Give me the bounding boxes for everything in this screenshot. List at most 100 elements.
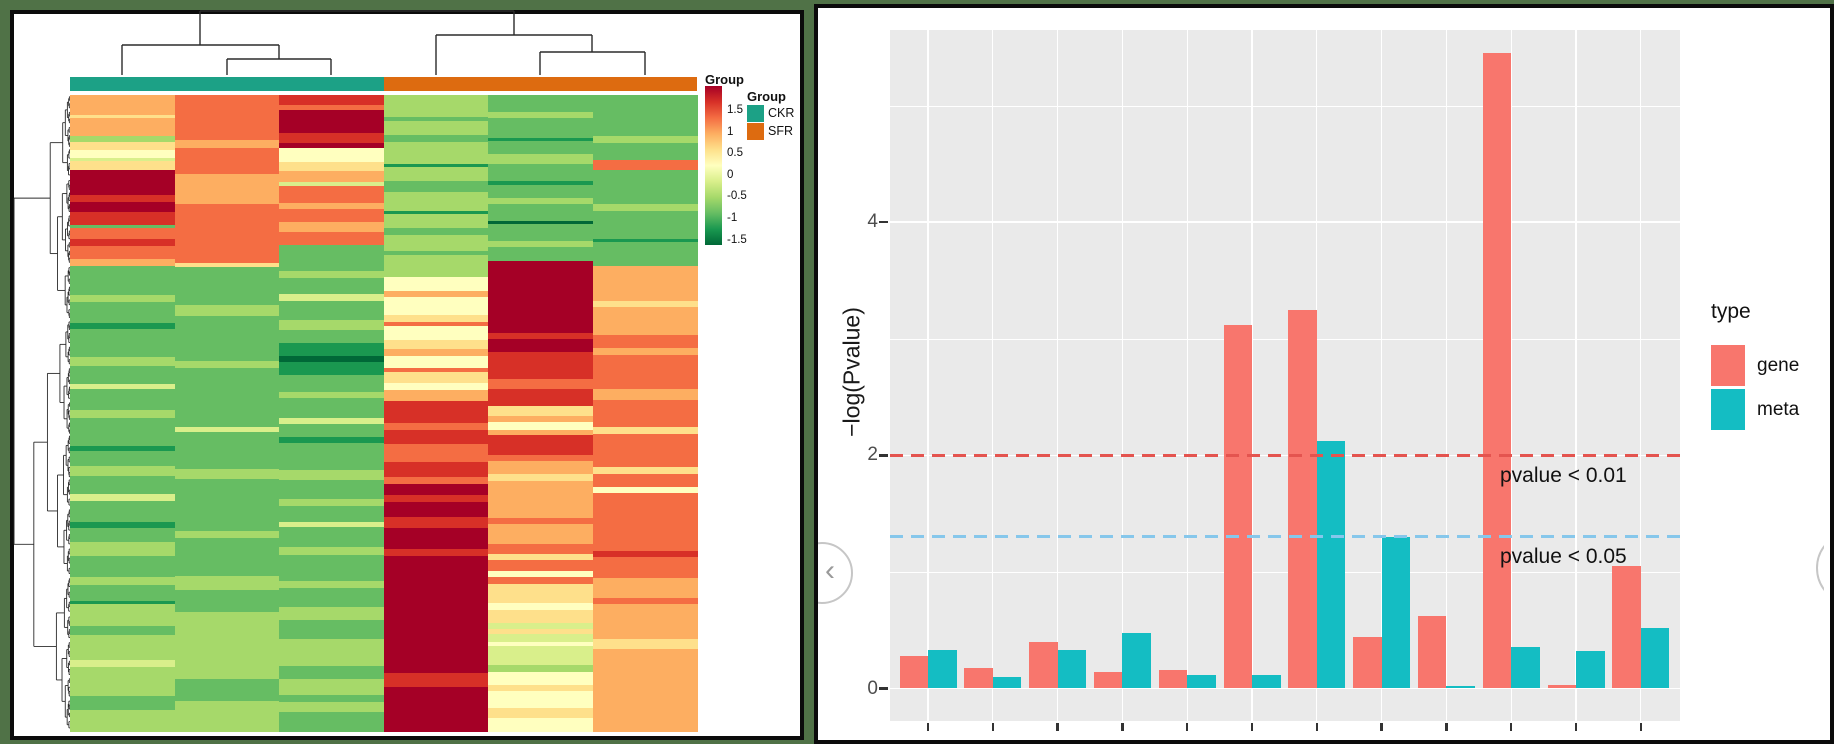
heatmap-cell	[488, 111, 594, 119]
x-tick-mark	[1380, 723, 1383, 731]
y-tick-mark	[879, 220, 888, 224]
annotation-ckr	[70, 77, 384, 91]
heatmap-cell	[488, 224, 594, 242]
heatmap-cell	[488, 603, 594, 611]
bar-gene-2	[964, 667, 993, 689]
heatmap-cell	[174, 263, 280, 268]
heatmap-cell	[174, 700, 280, 732]
heatmap-cell	[70, 227, 176, 240]
heatmap-cell	[488, 137, 594, 142]
heatmap-cell	[174, 469, 280, 480]
heatmap-cell	[592, 307, 698, 336]
heatmap-cell	[70, 660, 176, 668]
heatmap-cell	[383, 371, 489, 384]
heatmap-cell	[279, 606, 385, 621]
gridline-vertical	[1640, 30, 1642, 721]
heatmap-cell	[70, 600, 176, 605]
heatmap-cell	[174, 590, 280, 613]
meta-color-swatch	[1711, 389, 1745, 430]
heatmap-cell	[279, 546, 385, 556]
y-tick-mark	[879, 454, 888, 457]
heatmap-cell	[279, 182, 385, 187]
heatmap-cell	[383, 349, 489, 357]
heatmap-cell	[383, 251, 489, 256]
heatmap-cell	[70, 541, 176, 557]
heatmap-cell	[592, 550, 698, 559]
heatmap-cell	[592, 492, 698, 511]
colorbar-tick-label: -0.5	[727, 190, 747, 203]
heatmap-cell	[279, 277, 385, 295]
heatmap-cell	[70, 709, 176, 732]
heatmap-cell	[383, 134, 489, 143]
heatmap-cell	[488, 164, 594, 182]
heatmap-cell	[174, 479, 280, 532]
heatmap-cell	[488, 570, 594, 578]
heatmap-cell	[488, 154, 594, 165]
heatmap-cell	[383, 296, 489, 316]
heatmap-cell	[70, 465, 176, 477]
gridline-vertical	[1316, 30, 1318, 721]
heatmap-cell	[383, 389, 489, 402]
heatmap-cell	[383, 210, 489, 215]
heatmap-cell	[592, 577, 698, 599]
heatmap-cell	[488, 247, 594, 262]
heatmap-cell	[592, 334, 698, 349]
heatmap-cell	[70, 625, 176, 636]
heatmap-cell	[70, 695, 176, 711]
legend-title: type	[1711, 300, 1751, 323]
heatmap-cell	[279, 437, 385, 445]
heatmap-cell	[383, 213, 489, 229]
heatmap-cell	[383, 687, 489, 732]
heatmap-cell	[279, 143, 385, 149]
heatmap-cell	[279, 417, 385, 425]
heatmap-cell	[488, 184, 594, 199]
heatmap-cell	[70, 259, 176, 267]
heatmap-cell	[488, 707, 594, 719]
heatmap-cell	[279, 186, 385, 204]
meta-label: meta	[1757, 399, 1800, 420]
heatmap-cell	[592, 354, 698, 390]
heatmap-cell	[70, 294, 176, 303]
annotation-sfr	[383, 77, 697, 91]
heatmap-cell	[488, 609, 594, 624]
heatmap-cell	[383, 228, 489, 236]
heatmap-cell	[592, 638, 698, 650]
heatmap-cell	[70, 501, 176, 523]
bar-gene-5	[1158, 669, 1188, 689]
heatmap-cell	[592, 142, 698, 161]
bar-meta-6	[1252, 674, 1281, 689]
heatmap-cell	[279, 362, 385, 376]
heatmap-cell	[488, 430, 594, 436]
bar-meta-10	[1511, 646, 1540, 689]
heatmap-cell	[70, 302, 176, 324]
heatmap-cell	[488, 717, 594, 732]
heatmap-cell	[70, 202, 176, 213]
heatmap-cell	[488, 422, 594, 431]
heatmap-cell	[592, 135, 698, 144]
gridline-vertical	[1121, 30, 1124, 721]
heatmap-cell	[383, 483, 489, 496]
heatmap-cell	[279, 711, 385, 732]
heatmap-cell	[70, 522, 176, 529]
bar-meta-11	[1576, 651, 1605, 689]
gene-color-swatch	[1711, 345, 1745, 386]
heatmap-cell	[592, 597, 698, 605]
heatmap-cell	[592, 604, 698, 640]
heatmap-cell	[279, 678, 385, 696]
bar-meta-3	[1057, 650, 1087, 689]
bar-meta-9	[1446, 686, 1475, 689]
heatmap-cell	[488, 415, 594, 423]
heatmap-cell	[383, 291, 489, 298]
threshold-label-pvalue-005: pvalue < 0.05	[1500, 545, 1627, 568]
x-tick-mark	[1315, 723, 1319, 731]
heatmap-cell	[383, 142, 489, 165]
heatmap-cell	[592, 204, 698, 212]
heatmap-cell	[70, 95, 176, 116]
heatmap-cell	[592, 399, 698, 428]
gridline-major	[890, 221, 1680, 223]
heatmap-cell	[383, 556, 489, 674]
heatmap-cell	[174, 304, 280, 317]
heatmap-cell	[279, 231, 385, 246]
heatmap-cell	[279, 110, 385, 134]
chevron-left-icon: ‹	[825, 554, 835, 587]
